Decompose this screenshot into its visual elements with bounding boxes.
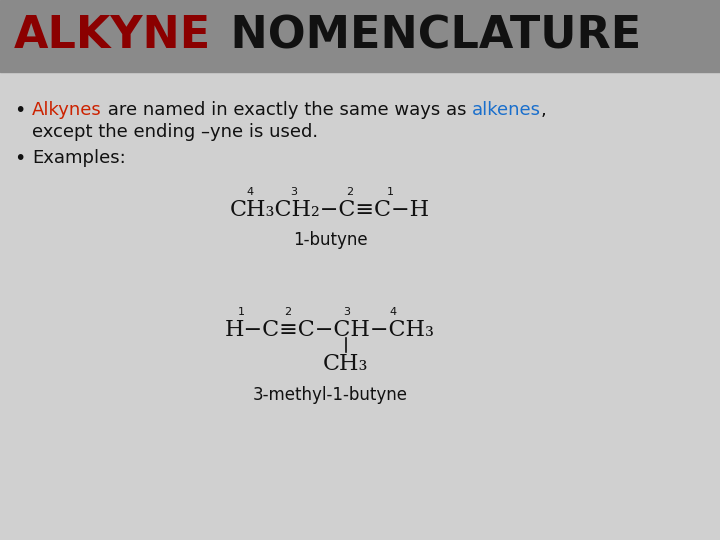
- Text: •: •: [14, 148, 25, 167]
- Text: 3: 3: [343, 307, 351, 317]
- Bar: [0, 0, 720, 72]
- Text: 3: 3: [290, 187, 297, 197]
- Text: 1: 1: [387, 187, 394, 197]
- Text: except the ending –yne is used.: except the ending –yne is used.: [32, 123, 318, 141]
- Text: are named in exactly the same ways as: are named in exactly the same ways as: [102, 101, 472, 119]
- Text: ,: ,: [541, 101, 546, 119]
- Text: H−C≡C−CH−CH₃: H−C≡C−CH−CH₃: [225, 319, 435, 341]
- Text: ALKYNE: ALKYNE: [14, 15, 211, 57]
- Text: CH₃CH₂−C≡C−H: CH₃CH₂−C≡C−H: [230, 199, 430, 221]
- Text: 4: 4: [246, 187, 253, 197]
- Text: 2: 2: [346, 187, 354, 197]
- Text: Alkynes: Alkynes: [32, 101, 102, 119]
- Text: CH₃: CH₃: [323, 353, 369, 375]
- Text: 1: 1: [238, 307, 246, 317]
- Text: Examples:: Examples:: [32, 149, 126, 167]
- Text: •: •: [14, 100, 25, 119]
- Text: 3-methyl-1-butyne: 3-methyl-1-butyne: [253, 386, 408, 404]
- Text: NOMENCLATURE: NOMENCLATURE: [215, 15, 642, 57]
- Text: 2: 2: [284, 307, 292, 317]
- Text: 1-butyne: 1-butyne: [293, 231, 367, 249]
- Text: 4: 4: [390, 307, 397, 317]
- Text: alkenes: alkenes: [472, 101, 541, 119]
